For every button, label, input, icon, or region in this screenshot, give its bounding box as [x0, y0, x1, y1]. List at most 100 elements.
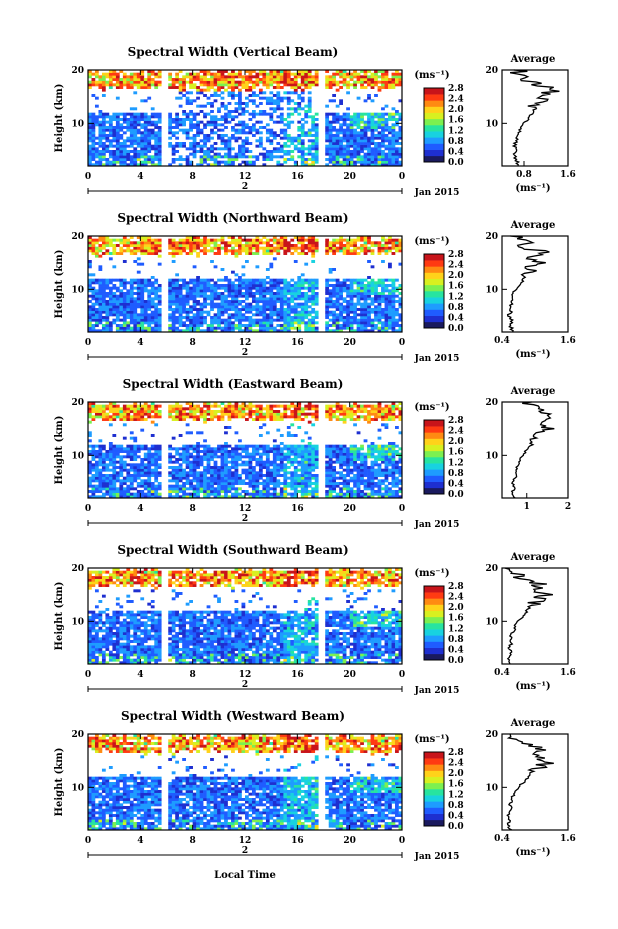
heatmap-cell — [238, 476, 242, 480]
heatmap-cell — [206, 487, 211, 491]
heatmap-cell — [108, 289, 113, 293]
heatmap-cell — [101, 482, 106, 485]
heatmap-cell — [241, 482, 246, 485]
heatmap-cell — [234, 115, 239, 119]
heatmap-cell — [98, 265, 103, 269]
heatmap-cell — [189, 308, 193, 311]
heatmap-cell — [91, 292, 96, 295]
heatmap-cell — [108, 123, 113, 127]
heatmap-cell — [377, 158, 382, 161]
heatmap-cell — [143, 404, 148, 408]
heatmap-cell — [367, 147, 371, 151]
heatmap-cell — [220, 466, 225, 469]
heatmap-cell — [101, 444, 106, 448]
heatmap-cell — [196, 75, 200, 79]
heatmap-cell — [300, 83, 305, 87]
heatmap-cell — [231, 479, 235, 483]
heatmap-cell — [217, 134, 221, 137]
heatmap-cell — [265, 297, 270, 301]
heatmap-cell — [115, 286, 120, 290]
heatmap-cell — [339, 139, 343, 143]
heatmap-cell — [241, 120, 246, 124]
heatmap-cell — [175, 241, 180, 245]
heatmap-cell — [342, 297, 347, 301]
heatmap-cell — [283, 158, 288, 161]
heatmap-cell — [185, 131, 190, 135]
heatmap-cell — [112, 444, 117, 448]
heatmap-cell — [94, 412, 99, 416]
colorbar-swatch — [424, 278, 444, 286]
colorbar-tick-label: 0.0 — [448, 324, 464, 334]
heatmap-cell — [314, 329, 319, 333]
heatmap-cell — [88, 160, 92, 164]
heatmap-cell — [213, 302, 218, 306]
heatmap-cell — [185, 463, 190, 467]
heatmap-cell — [133, 126, 138, 129]
heatmap-cell — [238, 310, 242, 314]
heatmap-cell — [255, 305, 260, 309]
heatmap-cell — [140, 281, 145, 285]
heatmap-cell — [325, 136, 330, 140]
heatmap-cell — [203, 318, 207, 322]
heatmap-cell — [129, 318, 134, 322]
heatmap-cell — [88, 278, 92, 282]
heatmap-cell — [335, 305, 340, 309]
heatmap-cell — [140, 482, 145, 485]
heatmap-cell — [171, 131, 176, 135]
heatmap-cell — [311, 316, 316, 319]
heatmap-cell — [126, 118, 131, 121]
heatmap-cell — [98, 476, 103, 480]
heatmap-cell — [196, 471, 200, 475]
heatmap-cell — [112, 115, 117, 119]
heatmap-cell — [178, 286, 183, 290]
heatmap-cell — [213, 289, 218, 293]
heatmap-cell — [248, 238, 253, 242]
heatmap-cell — [192, 281, 197, 285]
heatmap-cell — [101, 286, 106, 290]
heatmap-cell — [129, 310, 134, 314]
heatmap-cell — [367, 155, 371, 159]
heatmap-cell — [91, 313, 96, 317]
heatmap-cell — [178, 91, 183, 95]
heatmap-cell — [224, 468, 228, 472]
heatmap-cell — [119, 412, 124, 416]
heatmap-cell — [255, 155, 260, 159]
heatmap-cell — [143, 252, 148, 255]
heatmap-cell — [307, 99, 312, 103]
heatmap-cell — [115, 123, 120, 127]
heatmap-cell — [300, 88, 305, 92]
heatmap-cell — [227, 147, 232, 151]
heatmap-cell — [238, 410, 242, 413]
heatmap-cell — [199, 163, 204, 167]
heatmap-cell — [360, 244, 364, 247]
heatmap-cell — [279, 236, 284, 239]
heatmap-cell — [395, 286, 399, 290]
heatmap-cell — [367, 126, 371, 129]
heatmap-cell — [262, 163, 267, 167]
heatmap-cell — [122, 236, 127, 239]
heatmap-cell — [129, 289, 134, 293]
heatmap-cell — [154, 495, 159, 499]
heatmap-cell — [325, 286, 330, 290]
heatmap-cell — [119, 134, 124, 137]
heatmap-cell — [119, 289, 124, 293]
heatmap-cell — [349, 136, 354, 140]
heatmap-cell — [245, 142, 249, 145]
heatmap-cell — [258, 102, 263, 105]
heatmap-cell — [227, 292, 232, 295]
heatmap-cell — [349, 238, 354, 242]
heatmap-cell — [251, 94, 256, 97]
heatmap-cell — [377, 120, 382, 124]
heatmap-cell — [314, 286, 319, 290]
heatmap-cell — [293, 294, 298, 298]
heatmap-cell — [112, 450, 117, 453]
heatmap-cell — [217, 474, 221, 477]
heatmap-cell — [328, 126, 333, 129]
heatmap-cell — [363, 297, 368, 301]
heatmap-cell — [307, 163, 312, 167]
heatmap-cell — [286, 297, 291, 301]
heatmap-cell — [231, 78, 235, 81]
heatmap-cell — [248, 72, 253, 76]
heatmap-cell — [346, 150, 350, 153]
heatmap-cell — [129, 78, 134, 81]
